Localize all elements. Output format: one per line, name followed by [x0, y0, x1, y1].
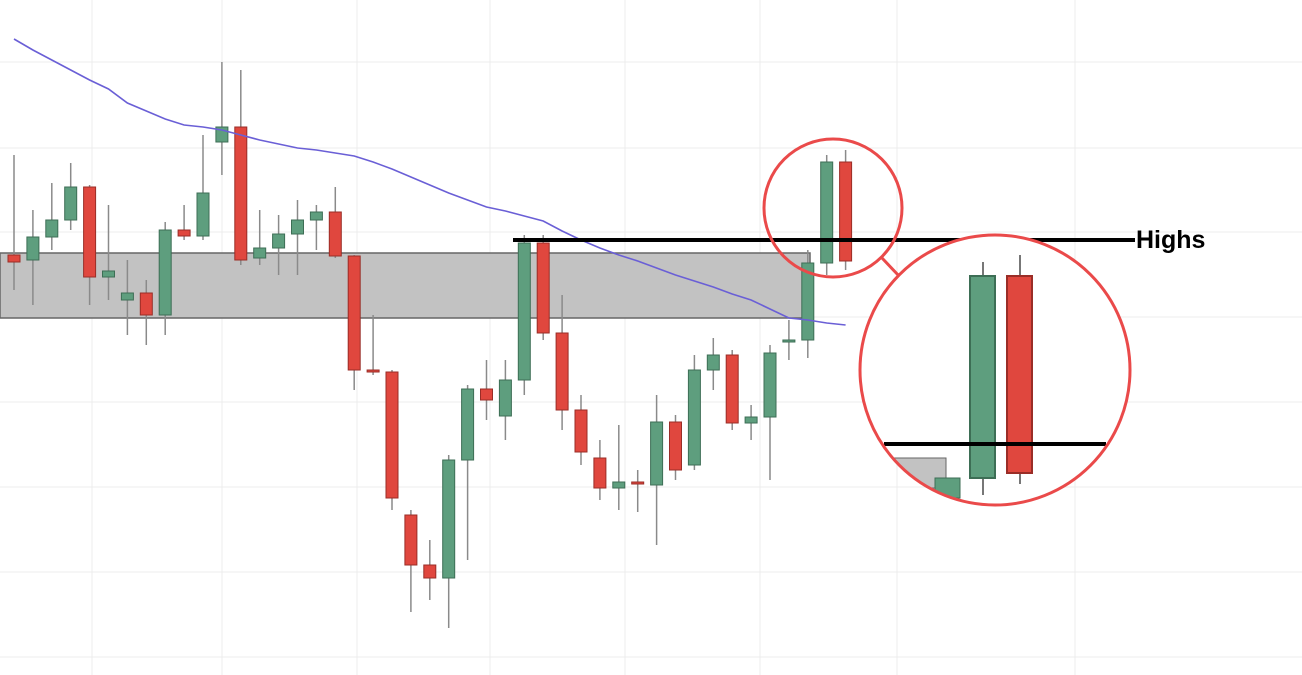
highlight-circle [762, 137, 904, 279]
candle-body [385, 371, 399, 499]
candle-body [177, 229, 191, 237]
candle-body [536, 242, 550, 334]
candle-body [782, 339, 796, 343]
zoom-circle [858, 233, 1132, 507]
candle-body [196, 192, 210, 237]
zoom-callout [762, 137, 1132, 507]
candle-body [234, 126, 248, 261]
candle-body [706, 354, 720, 371]
plot-area: Highs [0, 38, 1205, 628]
candle-body [366, 369, 380, 373]
candle-body [612, 481, 626, 489]
candle-body [725, 354, 739, 424]
candle-body [839, 161, 853, 262]
annotation-label: Highs [1136, 226, 1205, 254]
candle-body [102, 270, 115, 278]
zoom-candle [1006, 275, 1033, 474]
zoom-candle [969, 275, 996, 479]
connector [880, 256, 902, 279]
candle-body [139, 292, 153, 316]
candle-body [442, 459, 456, 579]
candle-body [26, 236, 40, 261]
candle-body [574, 409, 588, 453]
candle-body [83, 186, 97, 278]
candle-body [687, 369, 701, 466]
candle-body [555, 332, 569, 411]
candle-body [328, 211, 342, 257]
candle-body [763, 352, 777, 418]
candle-body [669, 421, 682, 471]
candle-body [650, 421, 664, 486]
candle-body [744, 416, 758, 424]
candle-body [309, 211, 323, 221]
candle-body [820, 161, 834, 264]
zoom-content [879, 255, 1106, 499]
candle-body [45, 219, 59, 238]
candle-body [7, 254, 21, 263]
candle-body [631, 481, 645, 485]
candle-body [64, 186, 78, 221]
candle-body [158, 229, 172, 316]
candle-body [272, 233, 286, 249]
candle-body [480, 388, 493, 401]
candle-body [461, 388, 475, 461]
candle-body [423, 564, 437, 579]
candle-body [347, 255, 361, 371]
candle-body [291, 219, 304, 235]
candle-body [253, 247, 267, 259]
candle-body [498, 379, 512, 417]
candle-body [120, 292, 134, 301]
candle-body [517, 242, 531, 381]
moving-average [13, 38, 846, 326]
zone [0, 252, 811, 319]
candle-body [593, 457, 607, 489]
candle-body [404, 514, 418, 566]
